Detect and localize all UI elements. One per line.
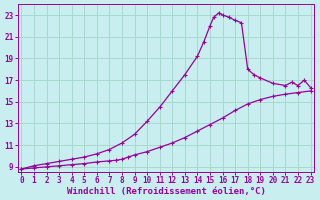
X-axis label: Windchill (Refroidissement éolien,°C): Windchill (Refroidissement éolien,°C) bbox=[67, 187, 265, 196]
